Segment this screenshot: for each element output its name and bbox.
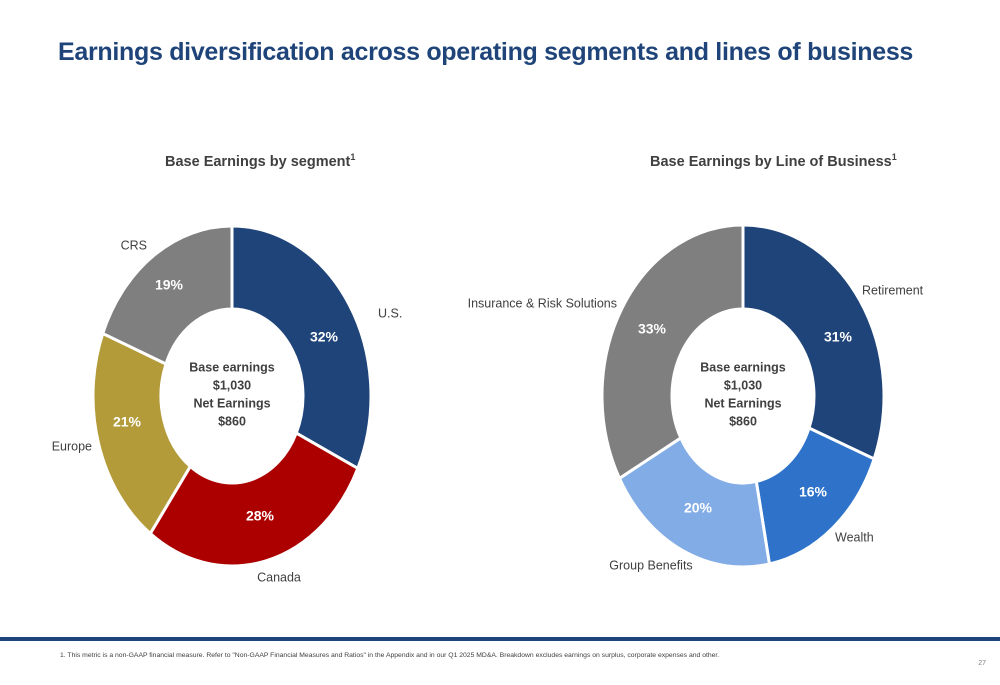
center-label-line-2: $1,030 [213, 378, 251, 392]
slice-retirement [741, 223, 886, 462]
footer-rule [0, 637, 1000, 641]
slice-value-label-canada: 28% [246, 508, 275, 524]
slice-value-label-europe: 21% [113, 414, 142, 430]
chart-title-lob-footnote-mark: 1 [891, 152, 897, 162]
chart-title-segment-text: Base Earnings by segment [165, 153, 351, 170]
footnote: 1. This metric is a non-GAAP financial m… [60, 652, 720, 659]
chart-title-line-of-business: Base Earnings by Line of Business1 [650, 152, 897, 170]
chart-title-segment: Base Earnings by segment1 [165, 152, 355, 170]
center-label-line-3: Net Earnings [193, 396, 270, 410]
center-label-line-4: $860 [729, 414, 757, 428]
slice-value-label-insurance-risk-solutions: 33% [638, 321, 667, 337]
slice-value-label-retirement: 31% [824, 329, 853, 345]
center-label-line-3: Net Earnings [704, 396, 781, 410]
slice-europe [91, 331, 193, 536]
slice-category-label-u-s: U.S. [378, 306, 402, 320]
donut-chart-segment: 32% U.S. 28% Canada 21% Europe 19% CRS Base earn… [52, 224, 402, 584]
slice-value-label-group-benefits: 20% [684, 500, 713, 516]
slice-category-label-insurance-risk-solutions: Insurance & Risk Solutions [468, 296, 617, 310]
center-label-line-1: Base earnings [700, 360, 786, 374]
chart-title-segment-footnote-mark: 1 [350, 152, 356, 162]
slice-category-label-wealth: Wealth [835, 530, 874, 544]
slice-u-s [230, 224, 373, 471]
slice-category-label-europe: Europe [52, 439, 92, 453]
slice-insurance-risk-solutions [600, 223, 745, 481]
slice-value-label-wealth: 16% [799, 484, 828, 500]
center-label-line-1: Base earnings [189, 360, 275, 374]
donut-chart-line-of-business: 31% Retirement 16% Wealth 20% Group Benefits 3… [468, 223, 924, 572]
page-number: 27 [978, 660, 986, 667]
page-title: Earnings diversification across operatin… [58, 38, 914, 66]
slice-crs [100, 224, 234, 367]
slice-group-benefits [617, 435, 772, 569]
charts-canvas: 32% U.S. 28% Canada 21% Europe 19% CRS Base earn… [52, 223, 924, 584]
chart-title-lob-text: Base Earnings by Line of Business [650, 153, 892, 170]
slice-value-label-crs: 19% [155, 277, 184, 293]
slice-category-label-crs: CRS [121, 238, 147, 252]
slice-category-label-retirement: Retirement [862, 283, 924, 297]
center-label-line-4: $860 [218, 414, 246, 428]
slice-category-label-canada: Canada [257, 570, 301, 584]
center-label-line-2: $1,030 [724, 378, 762, 392]
slice-value-label-u-s: 32% [310, 329, 339, 345]
slice-canada [148, 430, 360, 568]
slice-category-label-group-benefits: Group Benefits [609, 558, 692, 572]
